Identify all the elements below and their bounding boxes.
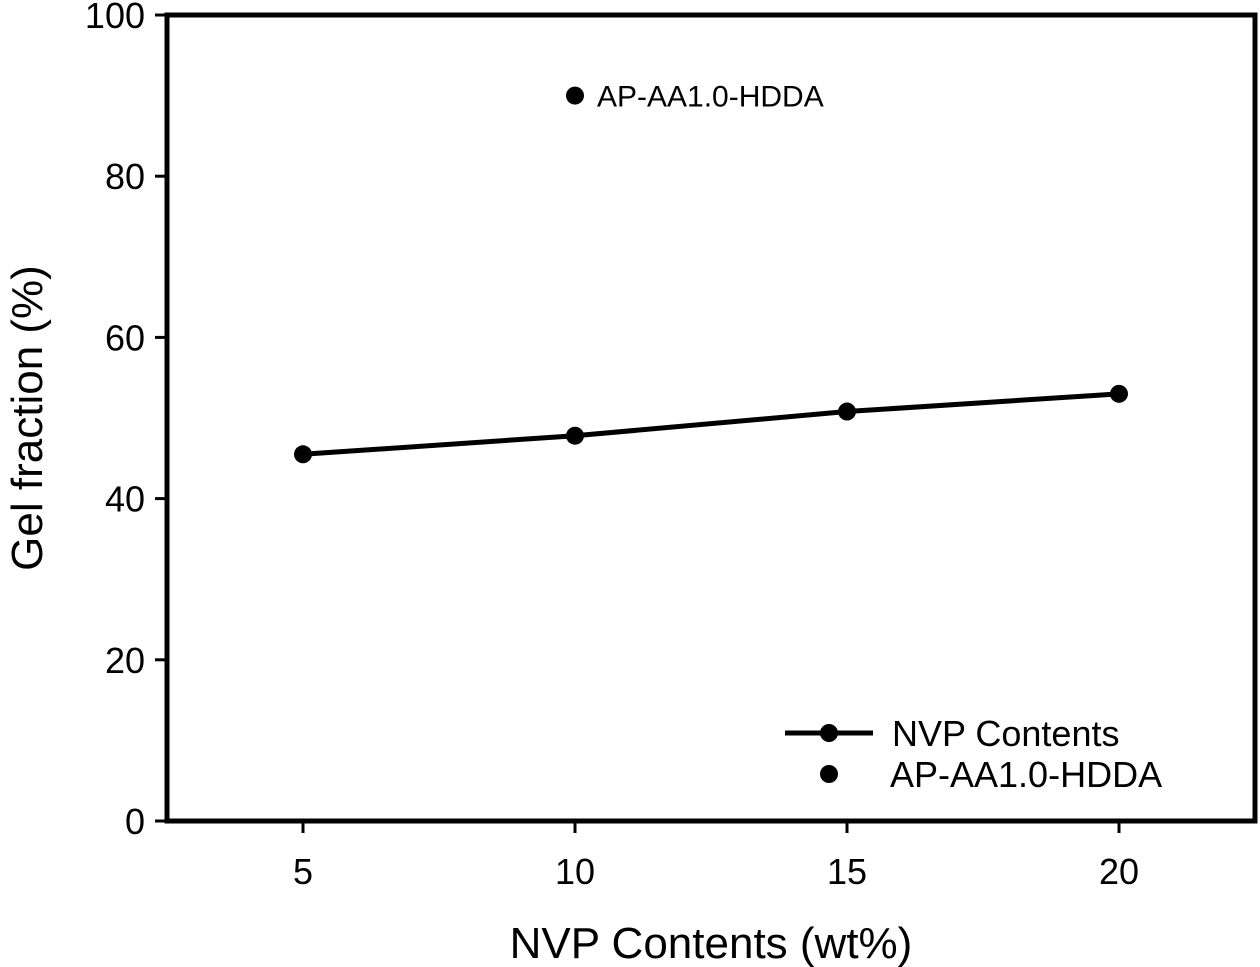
legend-marker-ap-aa-hdda — [820, 765, 838, 783]
plot-frame — [164, 12, 1258, 824]
legend-label-ap-aa-hdda: AP-AA1.0-HDDA — [890, 754, 1162, 795]
x-tick-label: 15 — [827, 851, 867, 892]
annotation-layer: AP-AA1.0-HDDA — [597, 81, 824, 114]
data-point-nvp-contents — [566, 426, 584, 445]
y-tick-label: 0 — [125, 801, 145, 842]
legend-marker-nvp-contents — [820, 724, 838, 742]
y-tick-label: 80 — [105, 156, 145, 197]
data-point-nvp-contents — [294, 445, 312, 464]
x-axis: 5 10 15 20 — [293, 821, 1139, 892]
x-tick-label: 20 — [1099, 851, 1139, 892]
x-tick-label: 5 — [293, 851, 313, 892]
data-point-nvp-contents — [838, 402, 856, 421]
series-line-nvp-contents — [302, 391, 1120, 457]
x-axis-title: NVP Contents (wt%) — [510, 919, 913, 967]
data-point-nvp-contents — [1110, 384, 1128, 403]
y-tick-label: 40 — [105, 479, 145, 520]
y-tick-label: 100 — [85, 0, 145, 36]
legend: NVP Contents AP-AA1.0-HDDA — [785, 713, 1162, 795]
data-point-ap-aa1-0-hdda — [566, 86, 584, 105]
y-axis: 0 20 40 60 80 100 — [85, 0, 167, 842]
y-tick-label: 60 — [105, 317, 145, 358]
x-tick-label: 10 — [555, 851, 595, 892]
y-axis-title: Gel fraction (%) — [3, 265, 52, 571]
legend-label-nvp-contents: NVP Contents — [892, 713, 1119, 754]
series-layer — [294, 86, 1128, 464]
annotation-label: AP-AA1.0-HDDA — [597, 81, 824, 114]
y-tick-label: 20 — [105, 640, 145, 681]
